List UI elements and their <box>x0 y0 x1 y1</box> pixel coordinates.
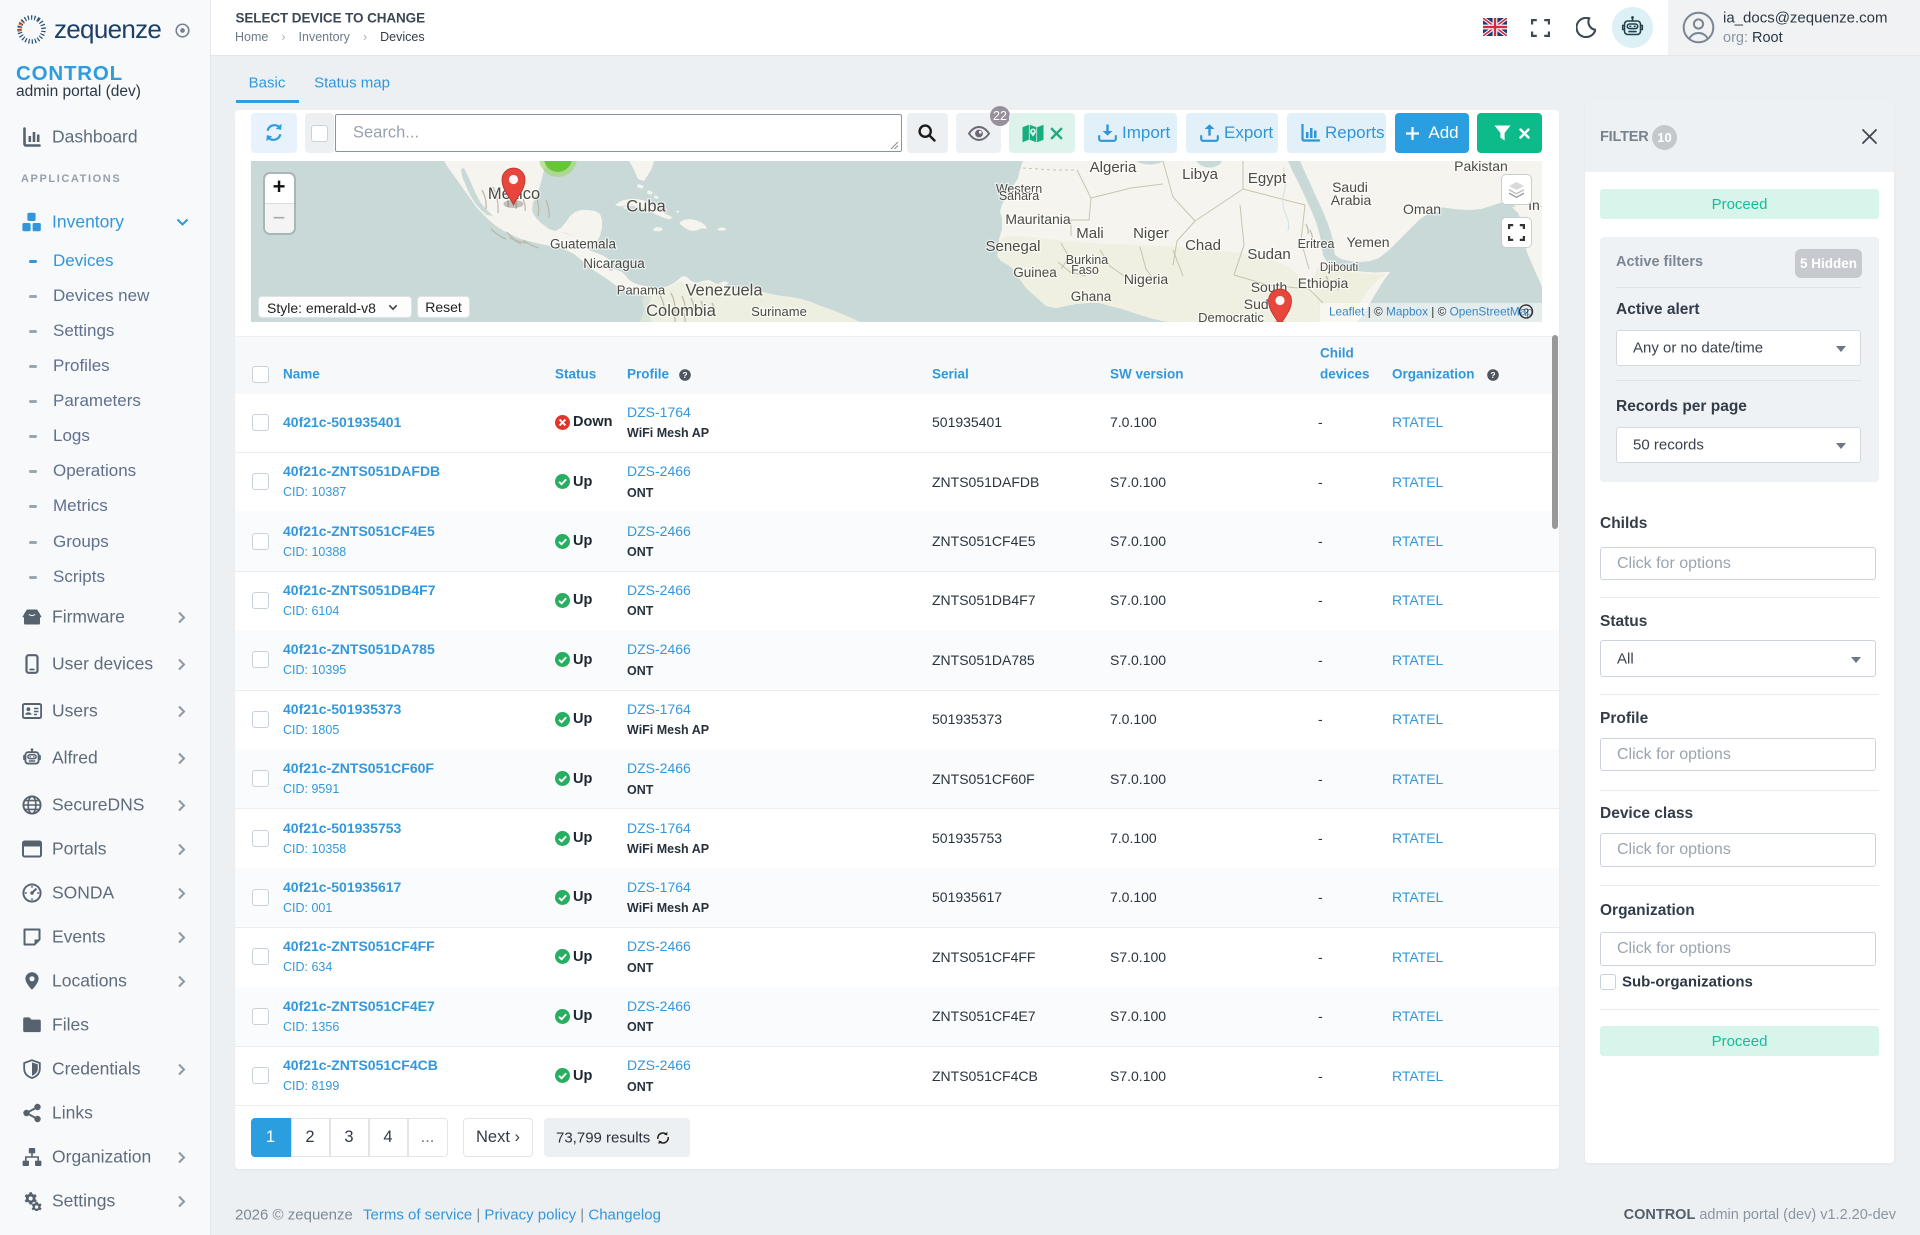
svg-text:Senegal: Senegal <box>985 238 1040 255</box>
svg-text:?: ? <box>682 370 687 380</box>
svg-text:Venezuela: Venezuela <box>685 282 763 300</box>
svg-text:Sudan: Sudan <box>1247 246 1290 263</box>
svg-text:Colombia: Colombia <box>646 302 717 320</box>
svg-text:Leaflet | © Mapbox | © OpenStr: Leaflet | © Mapbox | © OpenStreetMap <box>1329 305 1533 319</box>
svg-text:Ethiopia: Ethiopia <box>1298 275 1349 291</box>
svg-text:Panama: Panama <box>617 283 666 298</box>
svg-text:?: ? <box>1523 307 1529 319</box>
svg-text:Chad: Chad <box>1185 237 1221 254</box>
svg-text:Faso: Faso <box>1071 263 1099 277</box>
svg-text:Algeria: Algeria <box>1090 161 1137 176</box>
svg-text:Niger: Niger <box>1133 225 1169 242</box>
svg-text:Burkina: Burkina <box>1066 253 1108 267</box>
svg-text:Pakistan: Pakistan <box>1454 161 1508 174</box>
svg-text:Mauritania: Mauritania <box>1005 211 1071 227</box>
svg-text:Arabia: Arabia <box>1331 192 1372 208</box>
svg-text:Egypt: Egypt <box>1248 170 1287 187</box>
svg-text:Suriname: Suriname <box>751 304 807 319</box>
svg-text:Democratic: Democratic <box>1198 310 1264 322</box>
svg-text:Western: Western <box>996 182 1042 196</box>
svg-text:?: ? <box>1490 370 1495 380</box>
svg-text:Ghana: Ghana <box>1071 289 1112 304</box>
svg-text:Djibouti: Djibouti <box>1320 262 1358 274</box>
svg-text:Oman: Oman <box>1403 201 1441 217</box>
svg-text:Nigeria: Nigeria <box>1124 271 1169 287</box>
svg-text:Yemen: Yemen <box>1346 234 1389 250</box>
svg-text:Sahara: Sahara <box>999 189 1039 203</box>
svg-text:Eritrea: Eritrea <box>1298 237 1335 251</box>
svg-text:Saudi: Saudi <box>1332 179 1368 195</box>
svg-text:Mali: Mali <box>1076 225 1104 242</box>
svg-text:Libya: Libya <box>1182 166 1219 183</box>
svg-text:Cuba: Cuba <box>626 198 666 216</box>
svg-text:Guinea: Guinea <box>1013 265 1057 280</box>
svg-text:Guatemala: Guatemala <box>550 237 617 252</box>
svg-text:Nicaragua: Nicaragua <box>583 256 645 271</box>
